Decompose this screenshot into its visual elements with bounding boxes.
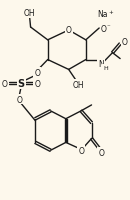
Text: N: N bbox=[98, 60, 104, 69]
Text: OH: OH bbox=[72, 80, 84, 89]
Text: OH: OH bbox=[24, 9, 35, 18]
Text: O: O bbox=[98, 148, 104, 157]
Text: O: O bbox=[122, 38, 128, 47]
Text: O: O bbox=[34, 79, 40, 88]
Text: Na: Na bbox=[97, 10, 108, 19]
Text: O: O bbox=[101, 24, 107, 33]
Text: O: O bbox=[2, 79, 8, 88]
Text: S: S bbox=[18, 79, 25, 89]
Text: H: H bbox=[103, 66, 108, 71]
Text: +: + bbox=[109, 10, 113, 15]
Text: O: O bbox=[34, 69, 40, 77]
Text: ⁻: ⁻ bbox=[107, 24, 110, 30]
Text: O: O bbox=[78, 146, 84, 155]
Text: O: O bbox=[66, 26, 72, 35]
Text: O: O bbox=[16, 95, 22, 104]
